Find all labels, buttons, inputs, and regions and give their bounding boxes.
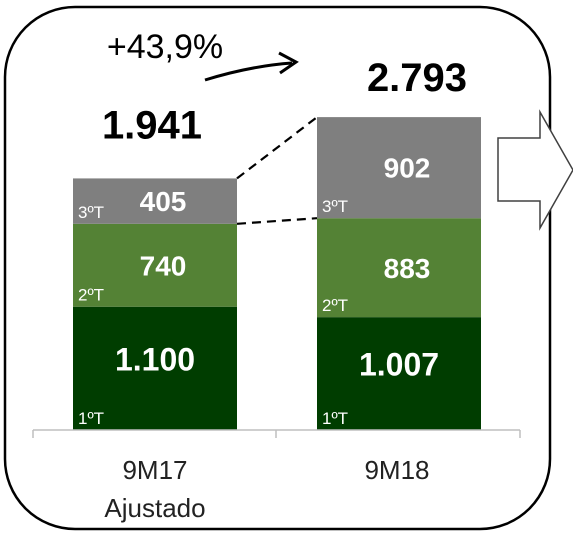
chart-frame [3,5,552,531]
block-arrow-right-icon [497,109,573,231]
category-label-9m18: 9M18 [364,455,429,485]
series-label-9m18-s3: 3ºT [322,197,348,216]
total-label-9m17: 1.941 [102,103,202,147]
series-label-9m18-s1: 1ºT [322,409,348,428]
bar-segment-9m17-s1 [73,306,237,430]
series-label-9m17-s3: 3ºT [78,203,104,222]
total-label-9m18: 2.793 [367,56,467,100]
bar-segment-9m18-s2 [317,218,481,318]
growth-arrow-icon [204,61,293,82]
series-label-9m17-s2: 2ºT [78,286,104,305]
connector-top-dashed [236,116,318,180]
data-label-9m18-s1: 1.007 [359,347,439,383]
bar-group: 1.100 1ºT 740 2ºT 405 3ºT 1.007 1ºT 883 2ºT 902 3ºT [73,117,481,430]
growth-label: +43,9% [107,28,223,66]
data-label-9m17-s3: 405 [140,186,187,217]
bar-segment-9m18-s3 [317,117,481,219]
series-label-9m17-s1: 1ºT [78,409,104,428]
connector-mid-dashed [236,217,318,225]
category-label-9m17: 9M17 [122,455,187,485]
bar-segment-9m18-s1 [317,317,481,430]
category-sublabel-9m17: Ajustado [104,493,205,523]
series-label-9m18-s2: 2ºT [322,296,348,315]
data-label-9m17-s1: 1.100 [115,341,195,377]
data-label-9m18-s2: 883 [384,253,431,284]
data-label-9m17-s2: 740 [140,250,187,281]
growth-arrowhead-icon [278,51,299,75]
data-label-9m18-s3: 902 [384,153,431,184]
bar-segment-9m17-s2 [73,223,237,307]
bar-segment-9m17-s3 [73,178,237,224]
